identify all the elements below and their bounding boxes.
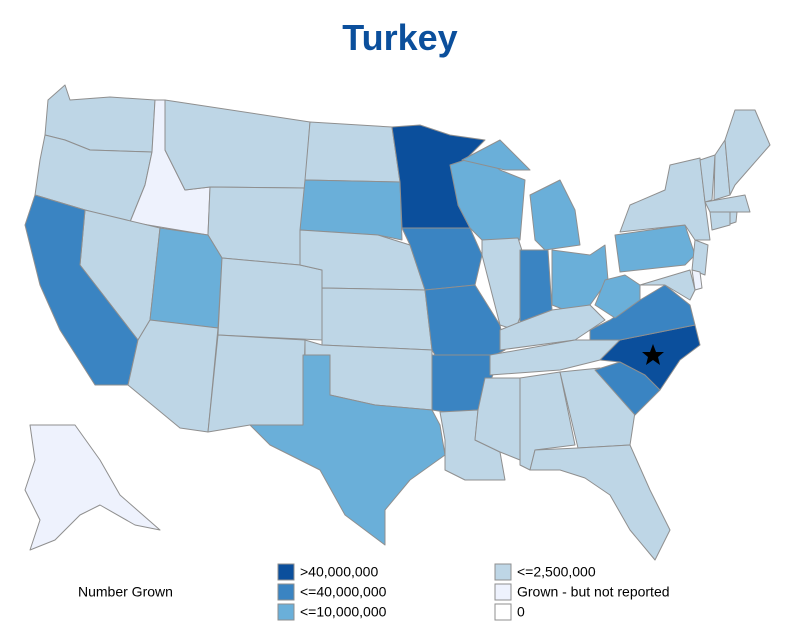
state-region	[709, 211, 731, 231]
legend-swatch	[494, 603, 512, 621]
state-region	[704, 194, 751, 213]
legend-label: <=2,500,000	[517, 564, 596, 580]
state-region	[724, 109, 771, 196]
legend-label: >40,000,000	[300, 564, 378, 580]
legend-label: <=40,000,000	[300, 584, 387, 600]
legend-title: Number Grown	[78, 584, 173, 600]
state-region	[639, 269, 696, 301]
state-region	[499, 304, 606, 351]
state-region	[619, 157, 711, 241]
state-region	[127, 319, 219, 433]
state-region	[614, 224, 696, 273]
map-title: Turkey	[342, 17, 457, 58]
state-region	[559, 367, 636, 449]
star-marker	[642, 344, 664, 365]
state-region	[461, 139, 581, 251]
state-region	[217, 257, 323, 341]
state-region	[249, 354, 446, 546]
state-region	[149, 227, 223, 329]
legend-label: Grown - but not reported	[517, 584, 670, 600]
state-region	[699, 154, 716, 203]
legend: >40,000,000 <=40,000,000 <=10,000,000 <=2,5…	[277, 563, 670, 621]
legend-swatch	[494, 563, 512, 581]
state-region	[321, 287, 433, 351]
legend-swatch	[277, 563, 295, 581]
state-region	[24, 424, 161, 551]
state-region	[304, 121, 401, 183]
state-region	[424, 284, 506, 356]
state-region	[691, 239, 709, 276]
state-region	[24, 194, 139, 386]
legend-swatch	[277, 583, 295, 601]
state-region	[207, 186, 306, 266]
state-region	[729, 211, 738, 225]
state-region	[519, 249, 553, 323]
state-region	[164, 99, 311, 191]
states	[24, 84, 771, 561]
legend-swatch	[494, 583, 512, 601]
legend-label: <=10,000,000	[300, 604, 387, 620]
state-region	[691, 269, 703, 291]
state-region	[299, 179, 403, 241]
state-region	[207, 334, 306, 433]
state-region	[529, 444, 671, 561]
legend-label: 0	[517, 604, 525, 620]
state-region	[551, 244, 609, 311]
legend-swatch	[277, 603, 295, 621]
